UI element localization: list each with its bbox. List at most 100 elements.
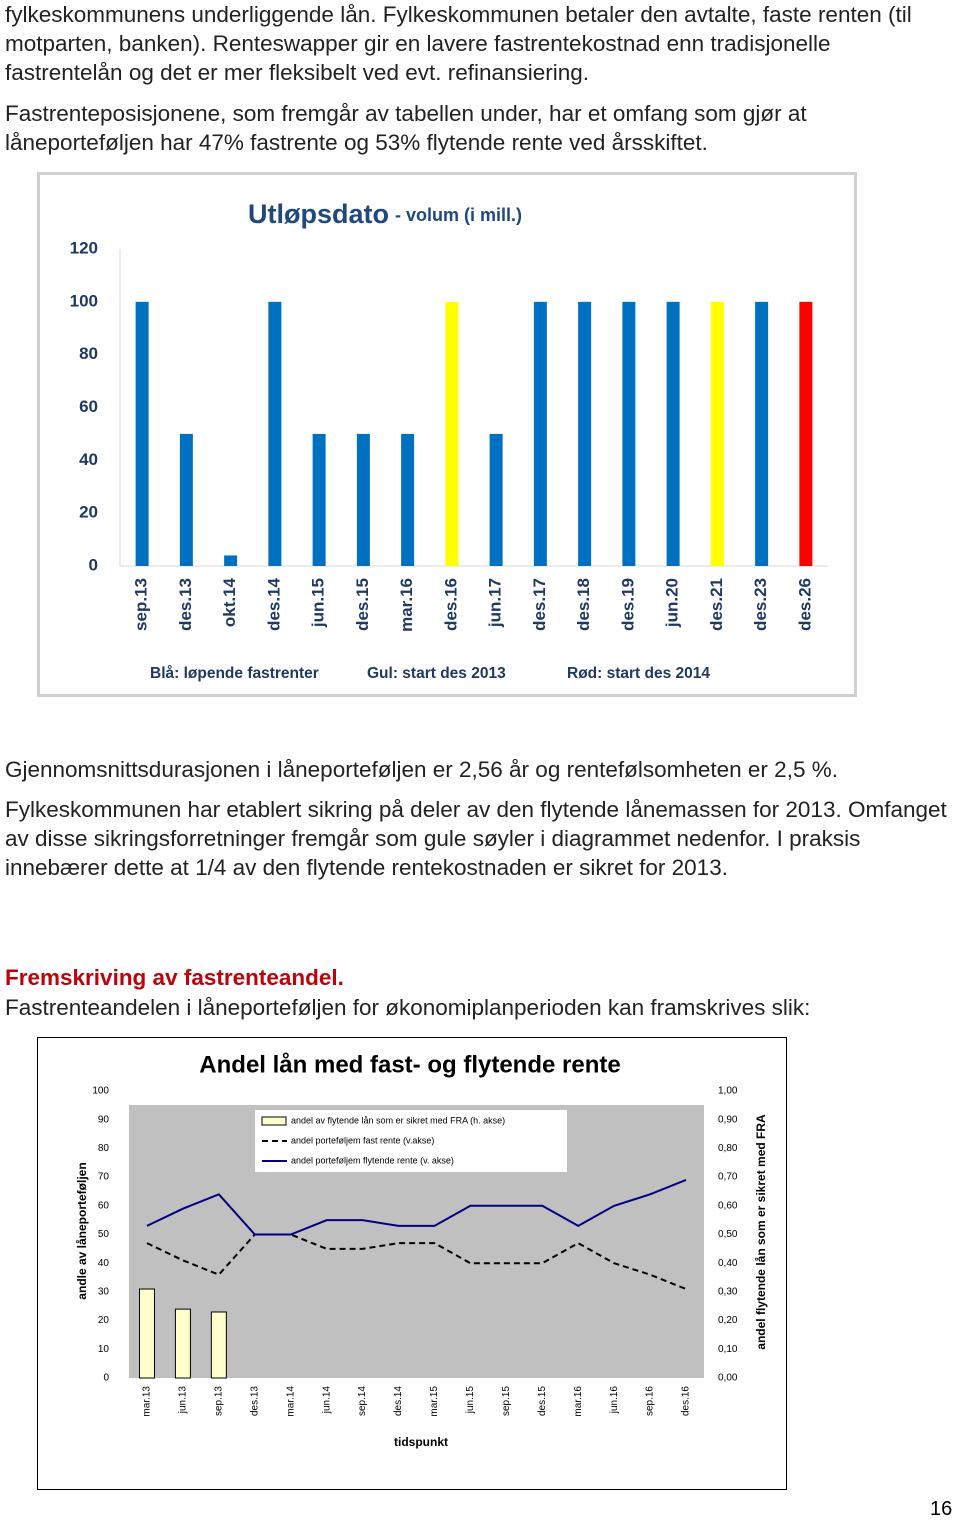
- y2-tick-label: 0,20: [718, 1315, 738, 1326]
- x-tick-label: des.17: [530, 578, 549, 631]
- legend-label: andel porteføljem flytende rente (v. aks…: [291, 1155, 454, 1165]
- y-tick-label: 10: [98, 1344, 110, 1355]
- x-tick-label: sep.13: [213, 1386, 224, 1416]
- y-tick-label: 40: [98, 1258, 110, 1269]
- x-tick-label: mar.16: [573, 1386, 584, 1417]
- x-tick-label: des.13: [249, 1386, 260, 1416]
- x-tick-label: jun.15: [309, 578, 328, 628]
- y2-tick-label: 0,00: [718, 1373, 738, 1384]
- x-tick-label: jun.17: [486, 578, 505, 628]
- x-tick-label: sep.13: [132, 578, 151, 631]
- x-tick-label: sep.15: [501, 1386, 512, 1416]
- bar: [174, 1308, 191, 1379]
- y2-tick-label: 0,50: [718, 1229, 738, 1240]
- x-axis-label: tidspunkt: [394, 1435, 448, 1449]
- line: [146, 1179, 687, 1236]
- legend-swatch: [261, 1116, 287, 1126]
- legend-label: andel porteføljem fast rente (v.akse): [291, 1135, 434, 1145]
- legend-box: [255, 1110, 567, 1172]
- x-tick-label: jun.13: [178, 1386, 189, 1415]
- y-tick-label: 90: [98, 1114, 110, 1125]
- bar: [489, 433, 503, 566]
- legend-note: Gul: start des 2013: [367, 665, 506, 682]
- bar: [710, 301, 724, 566]
- x-tick-label: jun.15: [465, 1386, 476, 1415]
- chart-title: Utløpsdato - volum (i mill.): [248, 199, 522, 229]
- x-tick-label: des.16: [441, 578, 460, 631]
- bar: [179, 433, 193, 566]
- x-tick-label: des.23: [751, 578, 770, 631]
- y2-tick-label: 0,90: [718, 1114, 738, 1125]
- x-tick-label: des.21: [707, 578, 726, 631]
- y-tick-label: 50: [98, 1229, 110, 1240]
- bar: [356, 433, 370, 566]
- y-tick-label: 80: [79, 344, 98, 363]
- x-tick-label: mar.13: [142, 1386, 153, 1417]
- title: Utløpsdato: [248, 199, 389, 229]
- paragraph: Fastrenteandelen i låneporteføljen for ø…: [5, 995, 811, 1020]
- subtitle: - volum (i mill.): [395, 205, 522, 225]
- legend-note: Rød: start des 2014: [567, 665, 710, 682]
- x-tick-label: des.13: [176, 578, 195, 631]
- x-tick-label: des.15: [537, 1386, 548, 1416]
- paragraph: Gjennomsnittsdurasjonen i låneportefølje…: [5, 757, 838, 782]
- y-tick-label: 60: [98, 1200, 110, 1211]
- x-tick-label: okt.14: [220, 577, 239, 627]
- bar: [135, 301, 149, 566]
- bar: [224, 555, 238, 566]
- chart-title: Andel lån med fast- og flytende rente: [199, 1051, 620, 1078]
- legend-note: Blå: løpende fastrenter: [150, 665, 319, 682]
- y2-tick-label: 0,30: [718, 1287, 738, 1298]
- x-tick-label: sep.16: [645, 1386, 656, 1416]
- bar: [666, 301, 680, 566]
- y-tick-label: 120: [70, 238, 98, 257]
- y2-tick-label: 0,10: [718, 1344, 738, 1355]
- x-tick-label: jun.16: [609, 1386, 620, 1415]
- legend-label: andel av flytende lån som er sikret med …: [291, 1115, 505, 1125]
- y2-tick-label: 0,60: [718, 1200, 738, 1211]
- x-tick-label: jun.14: [321, 1386, 332, 1415]
- bar: [312, 433, 326, 566]
- y-tick-label: 40: [79, 450, 98, 469]
- x-tick-label: sep.14: [357, 1386, 368, 1416]
- y-tick-label: 0: [89, 555, 98, 574]
- bar: [622, 301, 636, 566]
- x-tick-label: mar.16: [397, 578, 416, 632]
- y-tick-label: 0: [103, 1373, 109, 1384]
- y-tick-label: 70: [98, 1172, 110, 1183]
- y-tick-label: 30: [98, 1287, 110, 1298]
- y-tick-label: 100: [92, 1086, 109, 1097]
- x-tick-label: jun.20: [663, 578, 682, 628]
- x-tick-label: des.16: [681, 1386, 692, 1416]
- y-axis-label: andle av låneporteføljen: [75, 1162, 89, 1299]
- paragraph: Fastrenteposisjonene, som fremgår av tab…: [5, 101, 807, 155]
- x-tick-label: des.14: [264, 577, 283, 630]
- x-tick-label: des.15: [353, 578, 372, 631]
- share-chart: Andel lån med fast- og flytende rente 0 1…: [37, 1037, 787, 1490]
- x-tick-label: mar.15: [429, 1386, 440, 1417]
- bar: [799, 301, 813, 566]
- bar: [578, 301, 592, 566]
- bar: [268, 301, 282, 566]
- y-tick-label: 20: [79, 503, 98, 522]
- x-tick-label: des.14: [393, 1386, 404, 1416]
- x-tick-label: des.26: [795, 578, 814, 631]
- y-tick-label: 20: [98, 1315, 110, 1326]
- y-tick-label: 100: [70, 291, 98, 310]
- y-tick-label: 80: [98, 1143, 110, 1154]
- y2-tick-label: 0,70: [718, 1172, 738, 1183]
- bar: [755, 301, 769, 566]
- bar: [138, 1288, 155, 1379]
- y2-tick-label: 1,00: [718, 1086, 738, 1097]
- y-tick-label: 60: [79, 397, 98, 416]
- y2-tick-label: 0,80: [718, 1143, 738, 1154]
- page-number: 16: [930, 1498, 953, 1520]
- bar: [533, 301, 547, 566]
- paragraph: Fylkeskommunen har etablert sikring på d…: [5, 797, 947, 880]
- x-tick-label: mar.14: [285, 1386, 296, 1417]
- bar: [445, 301, 459, 566]
- heading: Fremskriving av fastrenteandel.: [5, 965, 344, 990]
- x-tick-label: des.19: [618, 578, 637, 631]
- line: [146, 1233, 687, 1290]
